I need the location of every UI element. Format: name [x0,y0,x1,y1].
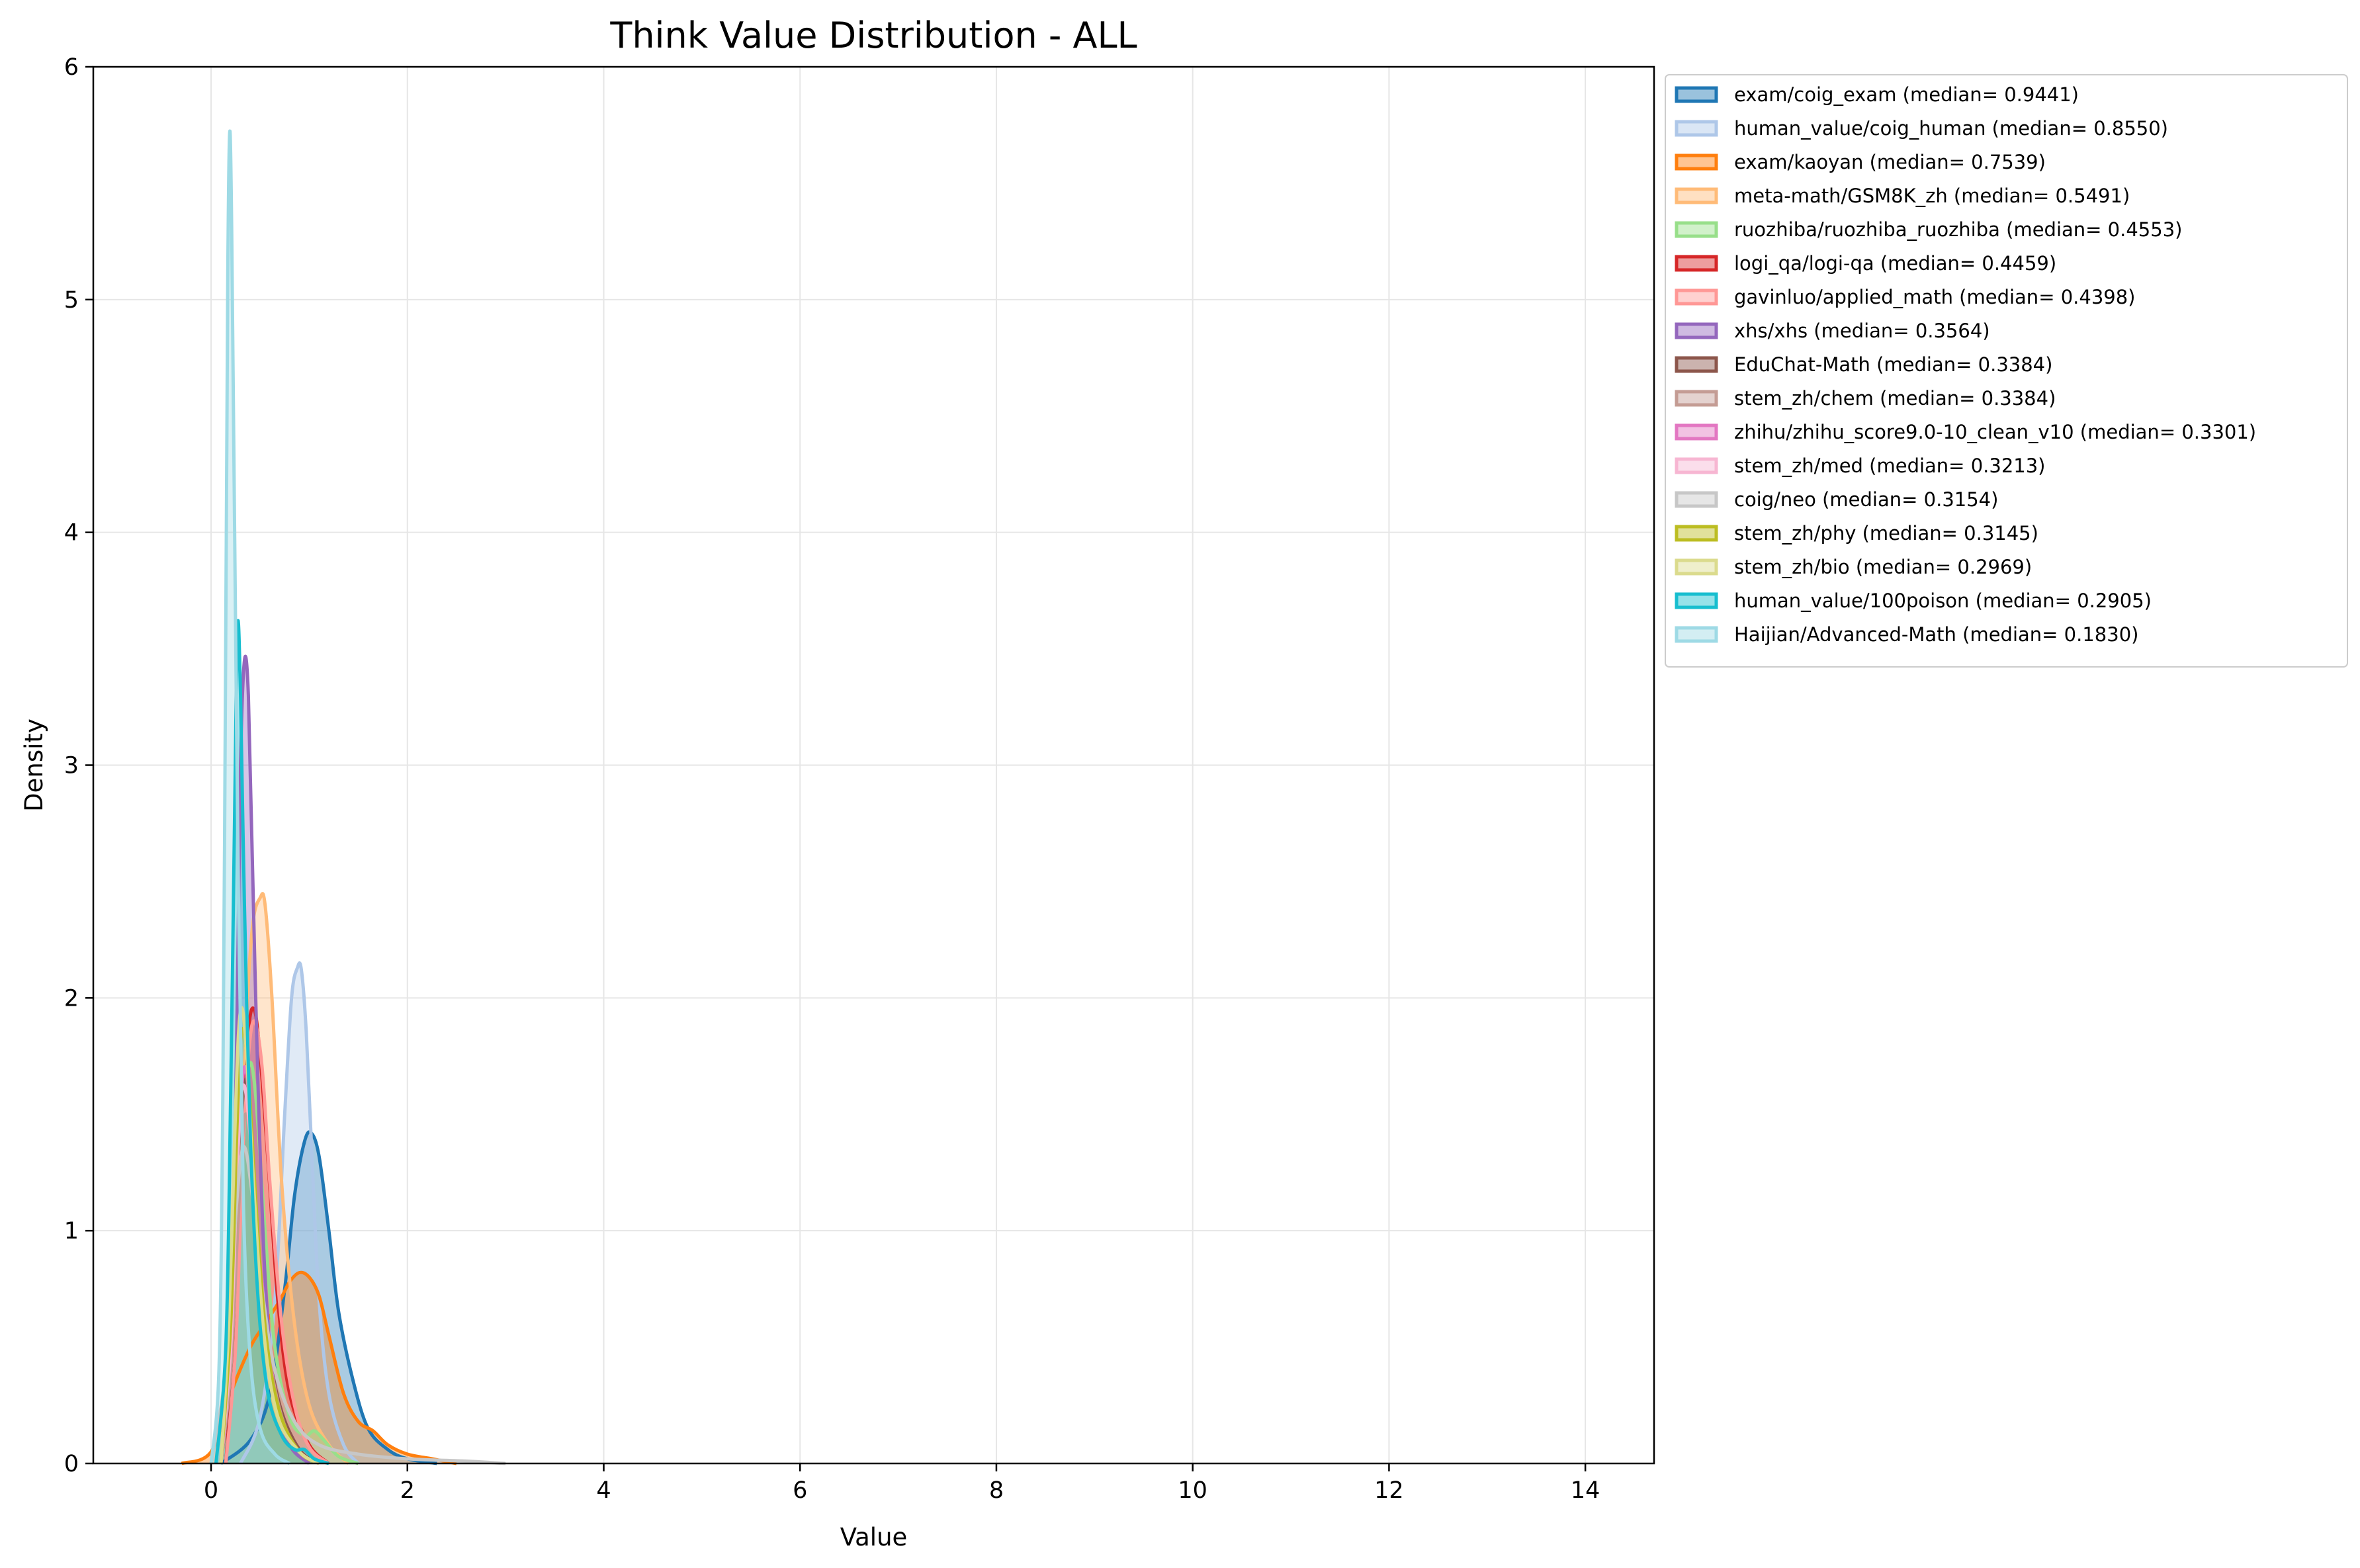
chart-title: Think Value Distribution - ALL [609,15,1137,56]
legend-entry: stem_zh/phy (median= 0.3145) [1734,522,2038,544]
legend-swatch [1675,626,1718,643]
legend-swatch [1675,120,1718,137]
density-line-human-value-100poison [214,619,329,1465]
legend-swatch [1675,592,1718,609]
legend-frame [1665,74,2348,668]
y-tick-label: 4 [64,520,79,546]
density-area-ruozhiba-ruozhiba-ruozhiba [220,1062,359,1463]
legend-entry: EduChat-Math (median= 0.3384) [1734,353,2052,376]
legend-entry: zhihu/zhihu_score9.0-10_clean_v10 (media… [1734,421,2256,443]
x-axis-ticks: 0 2 4 6 8 10 12 14 [204,1463,1600,1504]
legend-entry: ruozhiba/ruozhiba_ruozhiba (median= 0.45… [1734,218,2182,241]
legend-entry: stem_zh/bio (median= 0.2969) [1734,556,2032,578]
x-tick-label: 12 [1374,1477,1404,1504]
legend: exam/coig_exam (median= 0.9441) human_val… [1665,74,2348,668]
legend-swatch [1675,153,1718,171]
legend-swatch [1675,423,1718,441]
legend-entry: stem_zh/med (median= 0.3213) [1734,455,2046,477]
legend-swatch [1675,288,1718,306]
legend-entry: Haijian/Advanced-Math (median= 0.1830) [1734,623,2138,646]
legend-swatch [1675,457,1718,474]
y-tick-label: 1 [64,1218,79,1244]
x-tick-label: 14 [1571,1477,1600,1504]
density-area-stem-zh-chem [220,1113,320,1463]
legend-swatch [1675,356,1718,373]
legend-entry: human_value/100poison (median= 0.2905) [1734,589,2152,612]
x-tick-label: 4 [596,1477,611,1504]
y-tick-label: 6 [64,54,79,81]
legend-swatch [1675,525,1718,542]
density-line-exam-kaoyan [181,1270,457,1465]
legend-entry: stem_zh/chem (median= 0.3384) [1734,387,2056,410]
density-line-haijian-advanced-math [209,129,291,1465]
density-line-gavinluo-applied-math [224,1020,330,1465]
legend-entry: coig/neo (median= 0.3154) [1734,488,1998,511]
density-line-human-value-coig-human [239,961,360,1465]
legend-swatch [1675,322,1718,339]
legend-entry: gavinluo/applied_math (median= 0.4398) [1734,286,2136,308]
y-tick-label: 0 [64,1451,79,1477]
x-tick-label: 2 [400,1477,415,1504]
legend-swatch [1675,491,1718,508]
legend-entry: meta-math/GSM8K_zh (median= 0.5491) [1734,185,2130,207]
legend-entry: exam/kaoyan (median= 0.7539) [1734,151,2046,173]
y-axis-ticks: 0 1 2 3 4 5 6 [64,54,93,1477]
density-area-stem-zh-med [220,1084,320,1463]
legend-swatch [1675,221,1718,238]
legend-entry: xhs/xhs (median= 0.3564) [1734,320,1990,342]
y-tick-label: 2 [64,985,79,1012]
legend-swatch [1675,255,1718,272]
legend-swatch [1675,558,1718,576]
x-tick-label: 10 [1178,1477,1207,1504]
legend-entry: exam/coig_exam (median= 0.9441) [1734,83,2079,106]
legend-entry: logi_qa/logi-qa (median= 0.4459) [1734,252,2056,275]
x-tick-label: 6 [793,1477,807,1504]
density-lines [181,129,506,1465]
y-tick-label: 5 [64,287,79,314]
density-area-human-value-coig-human [240,963,359,1463]
x-tick-label: 8 [989,1477,1004,1504]
density-area-educhat-math [220,1078,320,1463]
x-axis-label: Value [840,1523,908,1551]
legend-swatch [1675,187,1718,204]
density-area-meta-math-gsm8k-zh [220,893,349,1463]
x-tick-label: 0 [204,1477,218,1504]
legend-swatch [1675,86,1718,103]
density-area-zhihu-zhihu-score9-0-10-clean-v10 [220,1067,320,1463]
y-axis-label: Density [20,719,48,812]
legend-entry: human_value/coig_human (median= 0.8550) [1734,117,2168,140]
density-area-exam-kaoyan [181,1272,457,1463]
y-tick-label: 3 [64,753,79,779]
legend-swatch [1675,390,1718,407]
